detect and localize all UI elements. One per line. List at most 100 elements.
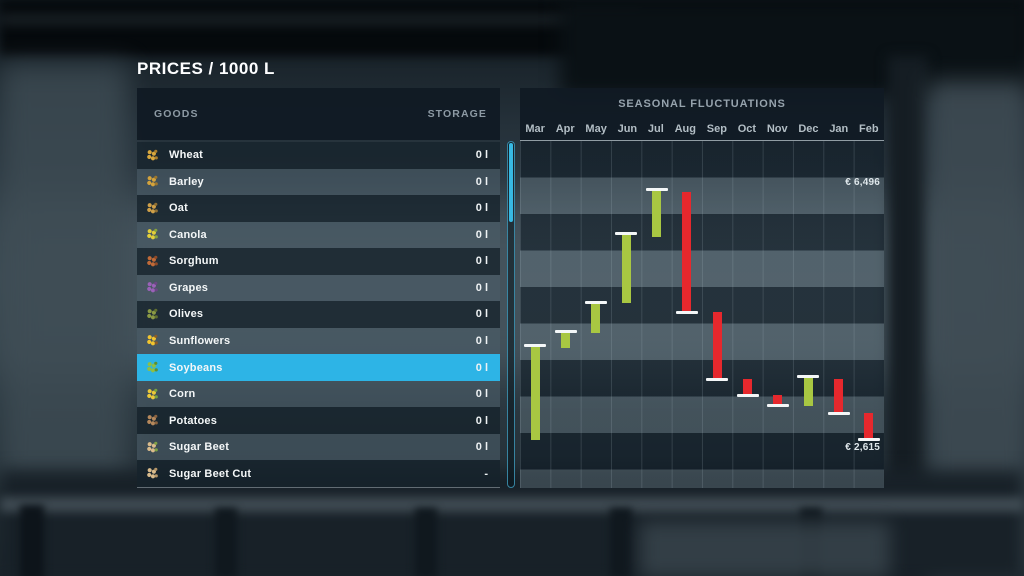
goods-storage-value: 0 l <box>475 441 488 454</box>
wheat-icon <box>147 149 158 161</box>
goods-column-header: GOODS <box>154 108 199 120</box>
goods-name: Oat <box>169 202 188 215</box>
storage-column-header: STORAGE <box>427 108 487 120</box>
goods-row-wheat[interactable]: Wheat 0 l <box>137 142 500 169</box>
month-label-nov: Nov <box>766 123 788 135</box>
background-shape <box>415 508 437 576</box>
soybeans-icon <box>147 361 158 373</box>
month-label-dec: Dec <box>798 123 819 135</box>
goods-scrollbar[interactable] <box>507 141 515 488</box>
chart-bar-cap-sep <box>706 377 729 381</box>
chart-bar-aug <box>682 192 692 312</box>
chart-bar-jun <box>621 234 631 303</box>
month-label-feb: Feb <box>859 123 879 135</box>
chart-bar-dec <box>803 377 813 406</box>
goods-row-sugar-beet-cut[interactable]: Sugar Beet Cut - <box>137 460 500 487</box>
goods-row-soybeans[interactable]: Soybeans 0 l <box>137 354 500 381</box>
goods-storage-value: 0 l <box>475 228 488 241</box>
goods-storage-value: 0 l <box>475 308 488 321</box>
goods-row-grapes[interactable]: Grapes 0 l <box>137 274 500 302</box>
chart-bar-cap-jun <box>615 231 638 235</box>
month-label-mar: Mar <box>525 123 545 135</box>
goods-storage-value: 0 l <box>475 202 488 215</box>
goods-row-oat[interactable]: Oat 0 l <box>137 195 500 222</box>
background-shape <box>610 508 632 576</box>
sugar-beet-cut-icon <box>147 467 158 479</box>
goods-row-barley[interactable]: Barley 0 l <box>137 168 500 196</box>
goods-row-potatoes[interactable]: Potatoes 0 l <box>137 407 500 434</box>
goods-row-olives[interactable]: Olives 0 l <box>137 301 500 328</box>
olives-icon <box>147 308 158 320</box>
chart-bar-apr <box>561 332 570 348</box>
month-label-aug: Aug <box>674 123 696 135</box>
chart-bar-feb <box>864 412 874 438</box>
oat-icon <box>147 202 158 214</box>
goods-list: Wheat 0 l Barley 0 l Oat 0 l Canola 0 l Sorghum 0… <box>137 142 500 488</box>
chart-bar-cap-apr <box>554 329 577 333</box>
goods-storage-value: 0 l <box>475 334 488 347</box>
goods-name: Grapes <box>169 281 209 294</box>
seasonal-chart-panel: SEASONAL FLUCTUATIONS Mar Apr May Jun Jul Aug… <box>520 88 884 488</box>
goods-storage-value: 0 l <box>475 149 488 162</box>
goods-row-corn[interactable]: Corn 0 l <box>137 380 500 408</box>
goods-table-header: GOODS STORAGE <box>137 88 500 140</box>
chart-bar-cap-dec <box>797 374 820 378</box>
chart-bar-jan <box>834 378 843 412</box>
background-shape <box>215 508 237 576</box>
goods-name: Sunflowers <box>169 334 231 347</box>
grapes-icon <box>147 282 158 293</box>
goods-row-canola[interactable]: Canola 0 l <box>137 221 500 249</box>
canola-icon <box>147 229 158 240</box>
goods-row-sugar-beet[interactable]: Sugar Beet 0 l <box>137 433 500 461</box>
goods-name: Canola <box>169 228 207 241</box>
goods-name: Wheat <box>169 149 203 162</box>
chart-bar-nov <box>773 395 783 404</box>
goods-storage-value: - <box>484 467 488 480</box>
goods-row-sunflowers[interactable]: Sunflowers 0 l <box>137 327 500 355</box>
goods-storage-value: 0 l <box>475 281 488 294</box>
goods-storage-value: 0 l <box>475 388 488 401</box>
goods-name: Potatoes <box>169 414 218 427</box>
scrollbar-thumb[interactable] <box>509 143 513 222</box>
month-label-jun: Jun <box>617 123 638 135</box>
chart-bar-jul <box>652 191 661 238</box>
background-shape <box>20 505 44 576</box>
background-shape <box>0 497 1024 512</box>
sugar-beet-icon <box>147 441 158 452</box>
chart-bar-sep <box>712 311 722 378</box>
month-label-sep: Sep <box>706 123 727 135</box>
chart-month-axis: Mar Apr May Jun Jul Aug Sep Oct Nov Dec Jan Feb <box>520 120 884 141</box>
sunflowers-icon <box>147 335 158 346</box>
goods-row-sorghum[interactable]: Sorghum 0 l <box>137 248 500 275</box>
page-title: PRICES / 1000 L <box>137 59 275 78</box>
goods-storage-value: 0 l <box>475 414 488 427</box>
goods-name: Sorghum <box>169 255 219 268</box>
month-label-jul: Jul <box>647 123 664 135</box>
chart-bar-may <box>591 304 601 333</box>
price-high-label: € 6,496 <box>845 177 880 188</box>
month-label-may: May <box>585 123 607 135</box>
goods-name: Sugar Beet Cut <box>169 467 252 480</box>
background-shape <box>0 16 640 23</box>
month-label-apr: Apr <box>555 123 575 135</box>
goods-name: Corn <box>169 388 196 401</box>
barley-icon <box>147 175 158 187</box>
goods-name: Sugar Beet <box>169 441 230 454</box>
goods-storage-value: 0 l <box>475 361 488 374</box>
sorghum-icon <box>147 255 158 267</box>
chart-bar-cap-jul <box>645 188 668 191</box>
background-shape <box>0 64 128 484</box>
chart-bar-cap-aug <box>675 311 698 315</box>
chart-bar-cap-oct <box>736 393 759 397</box>
month-label-oct: Oct <box>737 123 757 135</box>
chart-title: SEASONAL FLUCTUATIONS <box>520 88 884 120</box>
goods-name: Soybeans <box>169 361 223 374</box>
chart-bar-cap-nov <box>766 403 789 407</box>
chart-bar-cap-feb <box>857 438 880 441</box>
background-shape <box>640 522 890 576</box>
potatoes-icon <box>147 414 158 426</box>
goods-name: Olives <box>169 308 204 321</box>
chart-plot-area: € 6,496 € 2,615 <box>520 141 884 488</box>
goods-name: Barley <box>169 175 204 188</box>
